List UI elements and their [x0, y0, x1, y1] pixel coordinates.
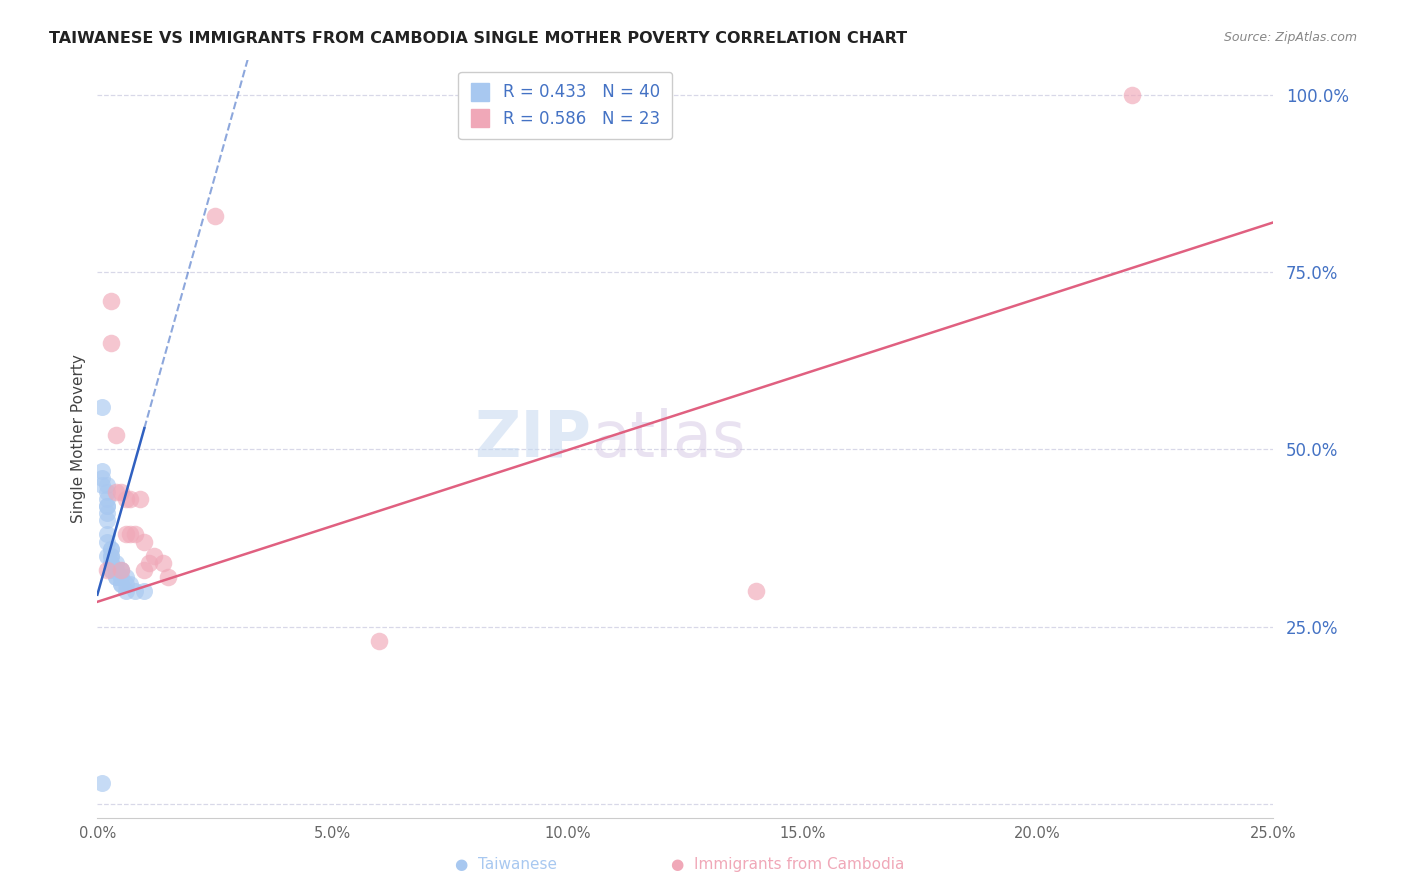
Point [96, 485, 118, 500]
Point [110, 485, 132, 500]
Point [110, 563, 132, 577]
Point [96, 549, 118, 563]
Point [96, 491, 118, 506]
Legend: R = 0.433   N = 40, R = 0.586   N = 23: R = 0.433 N = 40, R = 0.586 N = 23 [458, 71, 672, 139]
Point [120, 491, 142, 506]
Point [91, 400, 114, 414]
Text: ●  Immigrants from Cambodia: ● Immigrants from Cambodia [671, 857, 904, 872]
Point [105, 570, 128, 584]
Point [105, 485, 128, 500]
Point [110, 570, 132, 584]
Point [128, 491, 150, 506]
Point [100, 549, 122, 563]
Point [96, 499, 118, 513]
Point [114, 491, 136, 506]
Point [110, 577, 132, 591]
Point [91, 471, 114, 485]
Point [134, 563, 156, 577]
Point [96, 499, 118, 513]
Text: TAIWANESE VS IMMIGRANTS FROM CAMBODIA SINGLE MOTHER POVERTY CORRELATION CHART: TAIWANESE VS IMMIGRANTS FROM CAMBODIA SI… [49, 31, 907, 46]
Point [124, 527, 146, 541]
Point [120, 577, 142, 591]
Point [114, 527, 136, 541]
Point [156, 570, 179, 584]
Point [368, 633, 391, 648]
Point [124, 584, 146, 599]
Point [100, 336, 122, 351]
Point [91, 775, 114, 789]
Point [134, 534, 156, 549]
Text: Source: ZipAtlas.com: Source: ZipAtlas.com [1223, 31, 1357, 45]
Point [100, 563, 122, 577]
Point [91, 478, 114, 492]
Point [120, 527, 142, 541]
Point [110, 563, 132, 577]
Point [100, 541, 122, 556]
Text: ZIP: ZIP [474, 408, 591, 470]
Point [100, 563, 122, 577]
Point [105, 556, 128, 570]
Point [114, 570, 136, 584]
Point [105, 563, 128, 577]
Point [100, 556, 122, 570]
Point [114, 577, 136, 591]
Point [142, 549, 165, 563]
Point [1121, 88, 1143, 103]
Point [114, 584, 136, 599]
Point [100, 549, 122, 563]
Text: ●  Taiwanese: ● Taiwanese [456, 857, 557, 872]
Point [744, 584, 766, 599]
Point [152, 556, 174, 570]
Point [204, 209, 226, 223]
Point [110, 577, 132, 591]
Point [138, 556, 160, 570]
Y-axis label: Single Mother Poverty: Single Mother Poverty [72, 354, 86, 524]
Point [96, 534, 118, 549]
Point [96, 506, 118, 520]
Point [96, 478, 118, 492]
Point [105, 570, 128, 584]
Point [100, 293, 122, 308]
Point [110, 563, 132, 577]
Point [100, 556, 122, 570]
Point [100, 541, 122, 556]
Point [105, 428, 128, 442]
Point [96, 527, 118, 541]
Point [105, 563, 128, 577]
Point [91, 464, 114, 478]
Point [134, 584, 156, 599]
Point [96, 513, 118, 527]
Point [110, 570, 132, 584]
Point [96, 563, 118, 577]
Text: atlas: atlas [591, 408, 745, 470]
